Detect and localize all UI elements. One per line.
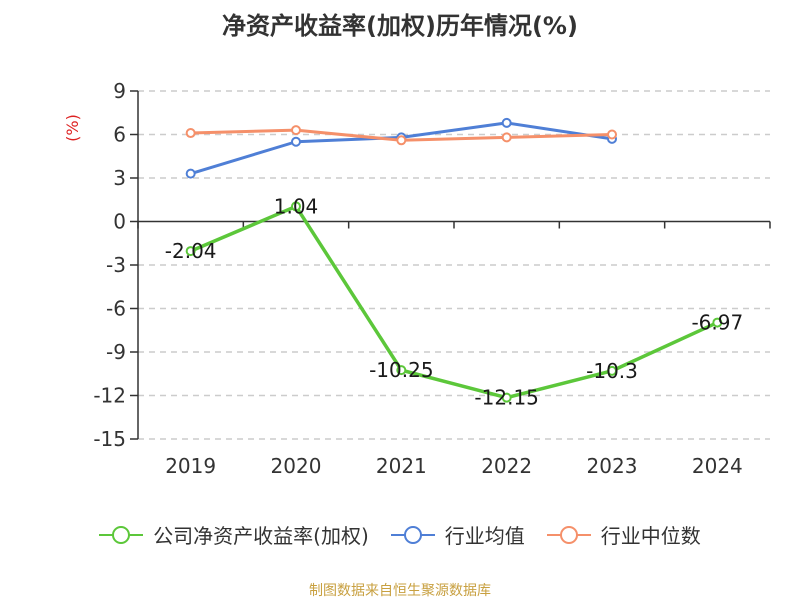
y-tick-label: 3 xyxy=(113,166,126,190)
data-point-industry-mean[interactable] xyxy=(501,117,512,128)
legend-item-industry-median[interactable]: 行业中位数 xyxy=(546,520,701,549)
data-point-company-roe[interactable] xyxy=(396,365,407,376)
x-tick-label: 2024 xyxy=(692,454,743,478)
y-tick-label: -9 xyxy=(106,340,126,364)
data-labels: -2.04 1.04 -10.25 -12.15 -10.3 -6.97 xyxy=(165,194,743,409)
data-label: -10.25 xyxy=(369,358,433,382)
data-point-industry-mean[interactable] xyxy=(185,168,196,179)
data-point-company-roe[interactable] xyxy=(712,317,723,328)
data-point-company-roe[interactable] xyxy=(607,365,617,376)
y-tick-label: -3 xyxy=(106,253,126,277)
legend-marker-industry-mean xyxy=(390,525,435,545)
legend-item-company-roe[interactable]: 公司净资产收益率(加权) xyxy=(99,520,369,549)
series-lines xyxy=(189,121,719,400)
x-tick-label: 2019 xyxy=(165,454,216,478)
axes: 9 6 3 0 -3 -6 -9 -12 -15 2019 2020 2021 2022 2023 2024 xyxy=(93,79,771,478)
y-tick-label: 6 xyxy=(113,123,126,147)
data-point-industry-median[interactable] xyxy=(185,128,196,139)
legend-label-industry-median: 行业中位数 xyxy=(600,524,701,548)
series-line-company-roe xyxy=(189,204,719,400)
legend-marker-industry-median xyxy=(546,525,591,545)
source-note: 制图数据来自恒生聚源数据库 xyxy=(309,583,491,599)
y-tick-label: 0 xyxy=(113,210,126,234)
legend-marker-company-roe xyxy=(99,525,144,545)
data-label: -2.04 xyxy=(165,239,217,263)
y-tick-label: 9 xyxy=(113,79,126,103)
x-tick-label: 2021 xyxy=(376,454,427,478)
legend-label-industry-mean: 行业均值 xyxy=(444,524,525,548)
data-label: -12.15 xyxy=(474,386,538,410)
data-point-industry-mean[interactable] xyxy=(291,136,301,147)
data-point-industry-median[interactable] xyxy=(396,135,407,146)
legend: 公司净资产收益率(加权) 行业均值 行业中位数 xyxy=(0,520,800,549)
data-label: -10.3 xyxy=(586,359,638,383)
data-point-industry-median[interactable] xyxy=(291,125,301,136)
data-point-industry-median[interactable] xyxy=(607,129,617,140)
y-axis-label: (%) xyxy=(63,114,82,142)
data-label: -6.97 xyxy=(691,311,743,335)
y-tick-label: -15 xyxy=(93,427,126,451)
x-tick-label: 2020 xyxy=(271,454,322,478)
y-tick-label: -12 xyxy=(93,384,126,408)
legend-label-company-roe: 公司净资产收益率(加权) xyxy=(153,524,369,548)
grid-lines xyxy=(138,90,770,440)
chart-title: 净资产收益率(加权)历年情况(%) xyxy=(222,12,578,40)
y-tick-label: -6 xyxy=(106,297,126,321)
data-point-company-roe[interactable] xyxy=(185,246,196,257)
x-tick-label: 2023 xyxy=(587,454,638,478)
series-points xyxy=(185,117,723,403)
data-point-company-roe[interactable] xyxy=(501,392,512,403)
x-tick-label: 2022 xyxy=(481,454,532,478)
legend-item-industry-mean[interactable]: 行业均值 xyxy=(390,520,525,549)
data-point-industry-median[interactable] xyxy=(501,132,512,143)
data-point-company-roe[interactable] xyxy=(291,201,301,212)
data-label: 1.04 xyxy=(274,194,319,218)
